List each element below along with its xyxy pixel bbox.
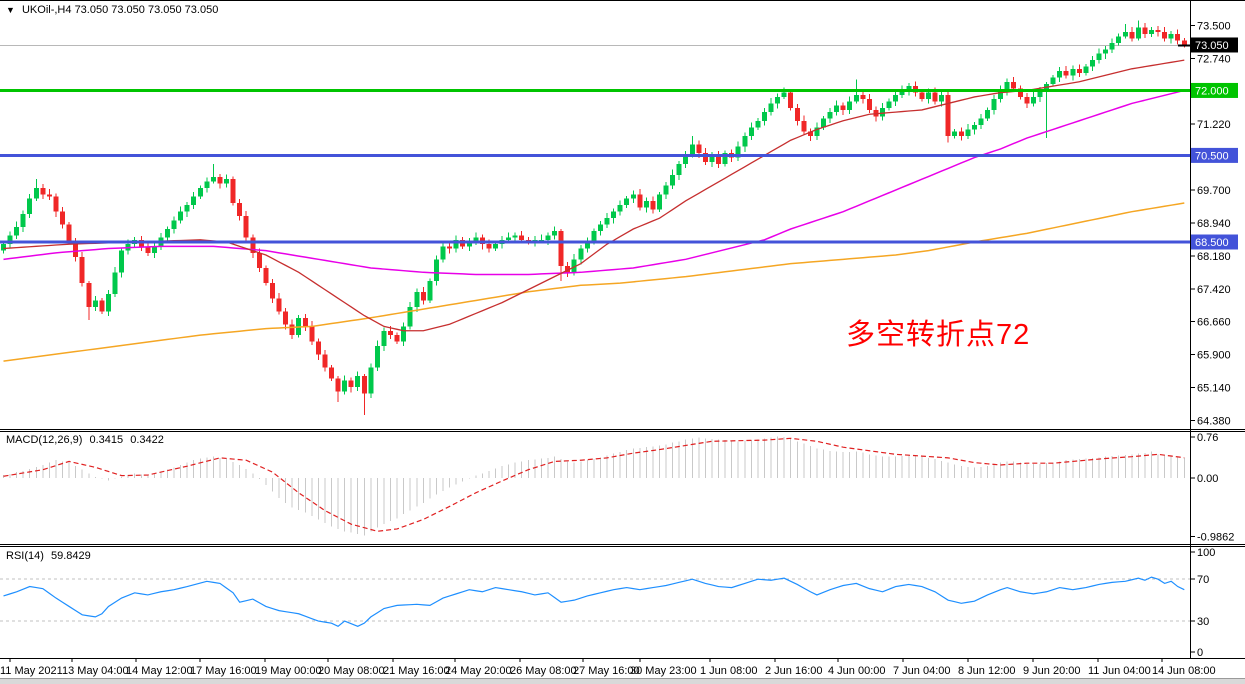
macd-signal-value: 0.3422 — [130, 434, 164, 446]
symbol-timeframe-label: UKOil-,H4 — [21, 4, 72, 16]
chart-text-annotation: 多空转折点72 — [846, 319, 1031, 351]
svg-text:13 May 04:00: 13 May 04:00 — [62, 665, 129, 677]
svg-text:1 Jun 08:00: 1 Jun 08:00 — [700, 665, 758, 677]
svg-text:14 May 12:00: 14 May 12:00 — [126, 665, 193, 677]
svg-text:2 Jun 16:00: 2 Jun 16:00 — [765, 665, 823, 677]
svg-text:67.420: 67.420 — [1197, 284, 1231, 296]
svg-text:21 May 16:00: 21 May 16:00 — [383, 665, 450, 677]
svg-text:20 May 08:00: 20 May 08:00 — [318, 665, 385, 677]
svg-text:0.76: 0.76 — [1197, 432, 1218, 444]
symbol-dropdown-icon[interactable]: ▼ — [6, 5, 15, 15]
macd-name: MACD(12,26,9) — [6, 434, 83, 446]
svg-text:17 May 16:00: 17 May 16:00 — [190, 665, 257, 677]
svg-text:68.940: 68.940 — [1197, 218, 1231, 230]
symbol-quote-line: ▼ UKOil-,H4 73.050 73.050 73.050 73.050 — [6, 4, 218, 16]
macd-main-value: 0.3415 — [89, 434, 124, 446]
window-bottom-edge — [0, 678, 1245, 684]
svg-text:66.660: 66.660 — [1197, 317, 1231, 329]
svg-text:4 Jun 00:00: 4 Jun 00:00 — [828, 665, 886, 677]
svg-text:72.740: 72.740 — [1197, 53, 1231, 65]
svg-text:68.500: 68.500 — [1195, 237, 1229, 249]
svg-text:-0.9862: -0.9862 — [1197, 531, 1234, 543]
rsi-indicator-label: RSI(14) 59.8429 — [6, 550, 95, 562]
svg-text:30 May 23:00: 30 May 23:00 — [630, 665, 697, 677]
svg-text:11 Jun 04:00: 11 Jun 04:00 — [1088, 665, 1151, 677]
rsi-value: 59.8429 — [50, 550, 91, 562]
svg-text:70: 70 — [1197, 574, 1209, 586]
svg-text:7 Jun 04:00: 7 Jun 04:00 — [893, 665, 951, 677]
svg-text:68.180: 68.180 — [1197, 251, 1231, 263]
svg-text:64.380: 64.380 — [1197, 415, 1231, 427]
svg-text:65.140: 65.140 — [1197, 382, 1231, 394]
svg-text:9 Jun 20:00: 9 Jun 20:00 — [1023, 665, 1081, 677]
svg-text:73.050: 73.050 — [1195, 40, 1229, 52]
svg-text:24 May 20:00: 24 May 20:00 — [445, 665, 512, 677]
svg-text:65.900: 65.900 — [1197, 350, 1231, 362]
svg-text:14 Jun 08:00: 14 Jun 08:00 — [1152, 665, 1216, 677]
ohlc-quote-text: 73.050 73.050 73.050 73.050 — [74, 4, 219, 16]
svg-text:72.000: 72.000 — [1195, 85, 1229, 97]
svg-text:26 May 08:00: 26 May 08:00 — [510, 665, 577, 677]
svg-text:30: 30 — [1197, 616, 1209, 628]
svg-text:8 Jun 12:00: 8 Jun 12:00 — [958, 665, 1016, 677]
svg-text:0.00: 0.00 — [1197, 473, 1218, 485]
svg-text:70.500: 70.500 — [1195, 150, 1229, 162]
svg-text:19 May 00:00: 19 May 00:00 — [255, 665, 322, 677]
macd-indicator-label: MACD(12,26,9) 0.3415 0.3422 — [6, 434, 168, 446]
svg-text:100: 100 — [1197, 547, 1215, 559]
svg-text:71.220: 71.220 — [1197, 119, 1231, 131]
svg-text:11 May 2021: 11 May 2021 — [0, 665, 63, 677]
svg-text:27 May 16:00: 27 May 16:00 — [573, 665, 640, 677]
svg-text:69.700: 69.700 — [1197, 185, 1231, 197]
rsi-name: RSI(14) — [6, 550, 44, 562]
svg-text:73.500: 73.500 — [1197, 21, 1231, 33]
svg-text:0: 0 — [1197, 647, 1203, 659]
